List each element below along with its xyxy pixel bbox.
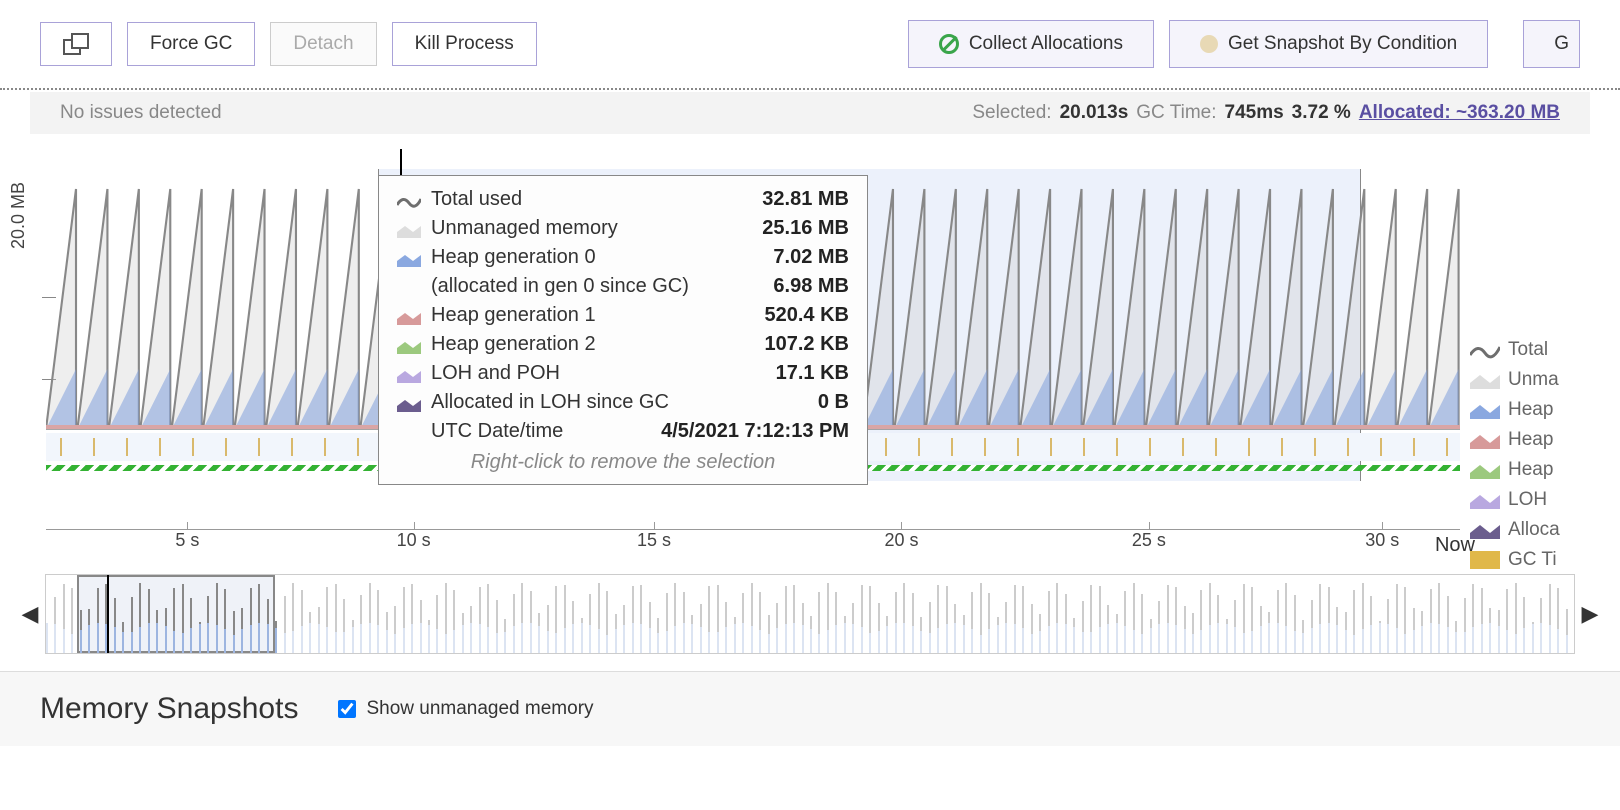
- kill-process-button[interactable]: Kill Process: [392, 22, 537, 66]
- show-unmanaged-label: Show unmanaged memory: [366, 698, 593, 720]
- snapshot-condition-button[interactable]: Get Snapshot By Condition: [1169, 20, 1488, 68]
- gc-time-label: GC Time:: [1136, 102, 1216, 124]
- status-bar: No issues detected Selected: 20.013s GC …: [30, 92, 1590, 134]
- now-label: Now: [1435, 534, 1475, 557]
- overview-strip: ◀ ▶: [15, 569, 1605, 659]
- detach-button: Detach: [270, 22, 376, 66]
- legend-item[interactable]: Total: [1470, 339, 1620, 361]
- legend-item[interactable]: Alloca: [1470, 519, 1620, 541]
- forbid-icon: [939, 34, 959, 54]
- selected-label: Selected:: [972, 102, 1051, 124]
- snapshots-panel: Memory Snapshots Show unmanaged memory: [0, 671, 1620, 746]
- snapshot-condition-label: Get Snapshot By Condition: [1228, 33, 1457, 55]
- attach-screens-button[interactable]: [40, 22, 112, 66]
- tooltip-row: Total used32.81 MB: [397, 188, 849, 211]
- tooltip-hint: Right-click to remove the selection: [397, 451, 849, 474]
- selected-value: 20.013s: [1060, 102, 1129, 124]
- overview-left-arrow[interactable]: ◀: [15, 601, 45, 627]
- tooltip-row: Heap generation 2107.2 KB: [397, 333, 849, 356]
- tooltip-row: Unmanaged memory25.16 MB: [397, 217, 849, 240]
- x-tick: 30 s: [1365, 530, 1399, 551]
- allocated-link[interactable]: Allocated: ~363.20 MB: [1359, 102, 1560, 124]
- x-tick: 5 s: [175, 530, 199, 551]
- gc-time-value: 745ms: [1225, 102, 1284, 124]
- dot-icon: [1200, 35, 1218, 53]
- legend-item[interactable]: Heap: [1470, 429, 1620, 451]
- separator: [0, 88, 1620, 90]
- x-tick: 20 s: [884, 530, 918, 551]
- legend-item[interactable]: Heap: [1470, 459, 1620, 481]
- overview-track[interactable]: [45, 574, 1575, 654]
- tooltip-row: LOH and POH17.1 KB: [397, 362, 849, 385]
- collect-allocations-label: Collect Allocations: [969, 33, 1123, 55]
- tooltip-row: Heap generation 07.02 MB: [397, 246, 849, 269]
- tooltip-row: Allocated in LOH since GC0 B: [397, 391, 849, 414]
- edge-button[interactable]: G: [1523, 20, 1580, 68]
- toolbar: Force GC Detach Kill Process Collect All…: [0, 0, 1620, 88]
- legend-item[interactable]: LOH: [1470, 489, 1620, 511]
- tooltip-row: Heap generation 1520.4 KB: [397, 304, 849, 327]
- snapshots-title: Memory Snapshots: [40, 692, 298, 726]
- overview-right-arrow[interactable]: ▶: [1575, 601, 1605, 627]
- legend-item[interactable]: Unma: [1470, 369, 1620, 391]
- gc-pct: 3.72 %: [1292, 102, 1351, 124]
- tooltip-row: (allocated in gen 0 since GC)6.98 MB: [397, 275, 849, 298]
- x-tick: 25 s: [1132, 530, 1166, 551]
- legend-item[interactable]: GC Ti: [1470, 549, 1620, 571]
- x-tick: 10 s: [397, 530, 431, 551]
- issues-text: No issues detected: [60, 102, 222, 124]
- show-unmanaged-input[interactable]: [338, 700, 356, 718]
- hover-tooltip: Total used32.81 MB Unmanaged memory25.16 …: [378, 175, 868, 485]
- force-gc-button[interactable]: Force GC: [127, 22, 255, 66]
- show-unmanaged-checkbox[interactable]: Show unmanaged memory: [338, 698, 593, 720]
- legend-item[interactable]: Heap: [1470, 399, 1620, 421]
- x-tick: 15 s: [637, 530, 671, 551]
- screens-icon: [63, 33, 89, 55]
- y-axis-label: 20.0 MB: [8, 182, 29, 249]
- collect-allocations-button[interactable]: Collect Allocations: [908, 20, 1154, 68]
- x-axis: 5 s 10 s 15 s 20 s 25 s 30 s: [46, 529, 1460, 559]
- tooltip-row: UTC Date/time4/5/2021 7:12:13 PM: [397, 420, 849, 443]
